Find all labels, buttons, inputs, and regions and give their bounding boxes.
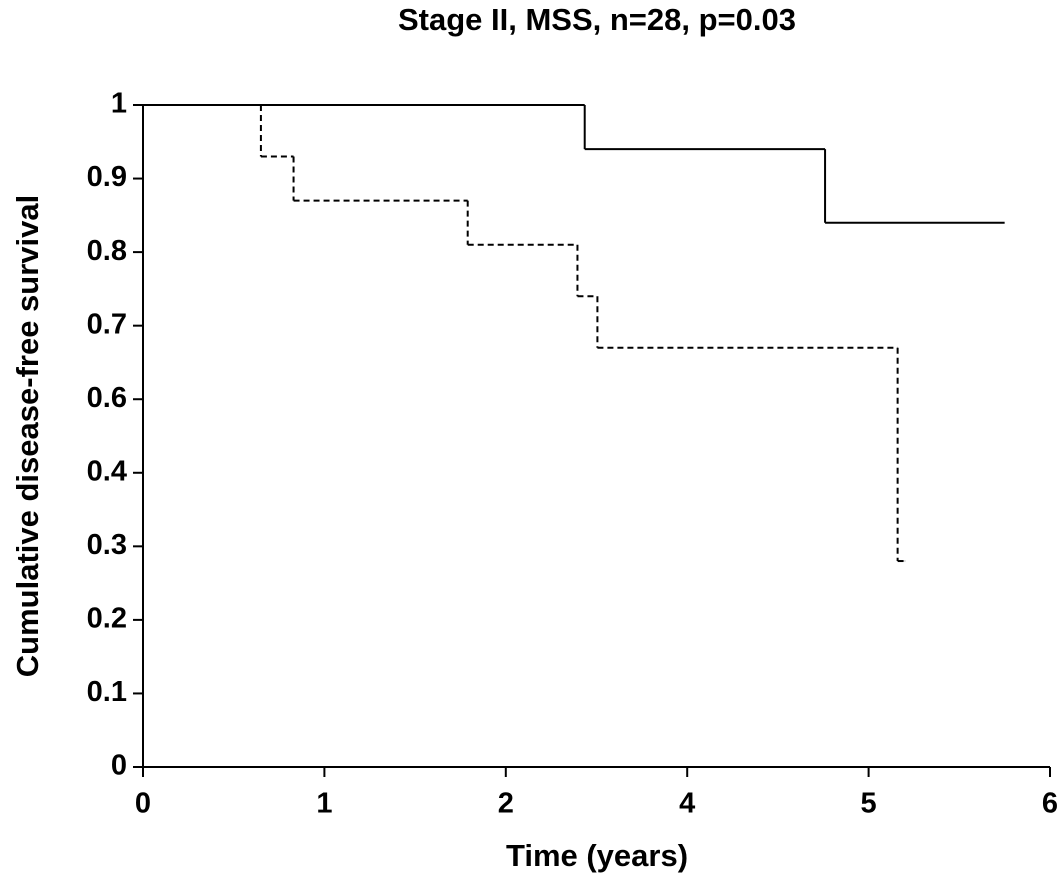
y-tick-label: 1 [111, 88, 127, 120]
x-tick-label: 0 [135, 788, 151, 820]
y-tick-label: 0.7 [87, 308, 127, 340]
chart-title: Stage II, MSS, n=28, p=0.03 [398, 2, 796, 37]
y-tick-label: 0.1 [87, 676, 127, 708]
x-tick-label: 2 [498, 788, 514, 820]
y-tick-label: 0.9 [87, 161, 127, 193]
x-tick-label: 6 [1042, 788, 1058, 820]
x-axis-title: Time (years) [506, 838, 688, 873]
x-tick-label: 4 [679, 788, 695, 820]
y-axis-title: Cumulative disease-free survival [10, 195, 45, 677]
y-tick-label: 0.4 [87, 455, 127, 487]
x-tick-label: 1 [316, 788, 332, 820]
x-tick-label: 5 [861, 788, 877, 820]
y-tick-label: 0.8 [87, 235, 127, 267]
y-tick-label: 0.2 [87, 603, 127, 635]
y-tick-label: 0.6 [87, 382, 127, 414]
y-tick-label: 0 [111, 750, 127, 782]
y-tick-label: 0.3 [87, 529, 127, 561]
